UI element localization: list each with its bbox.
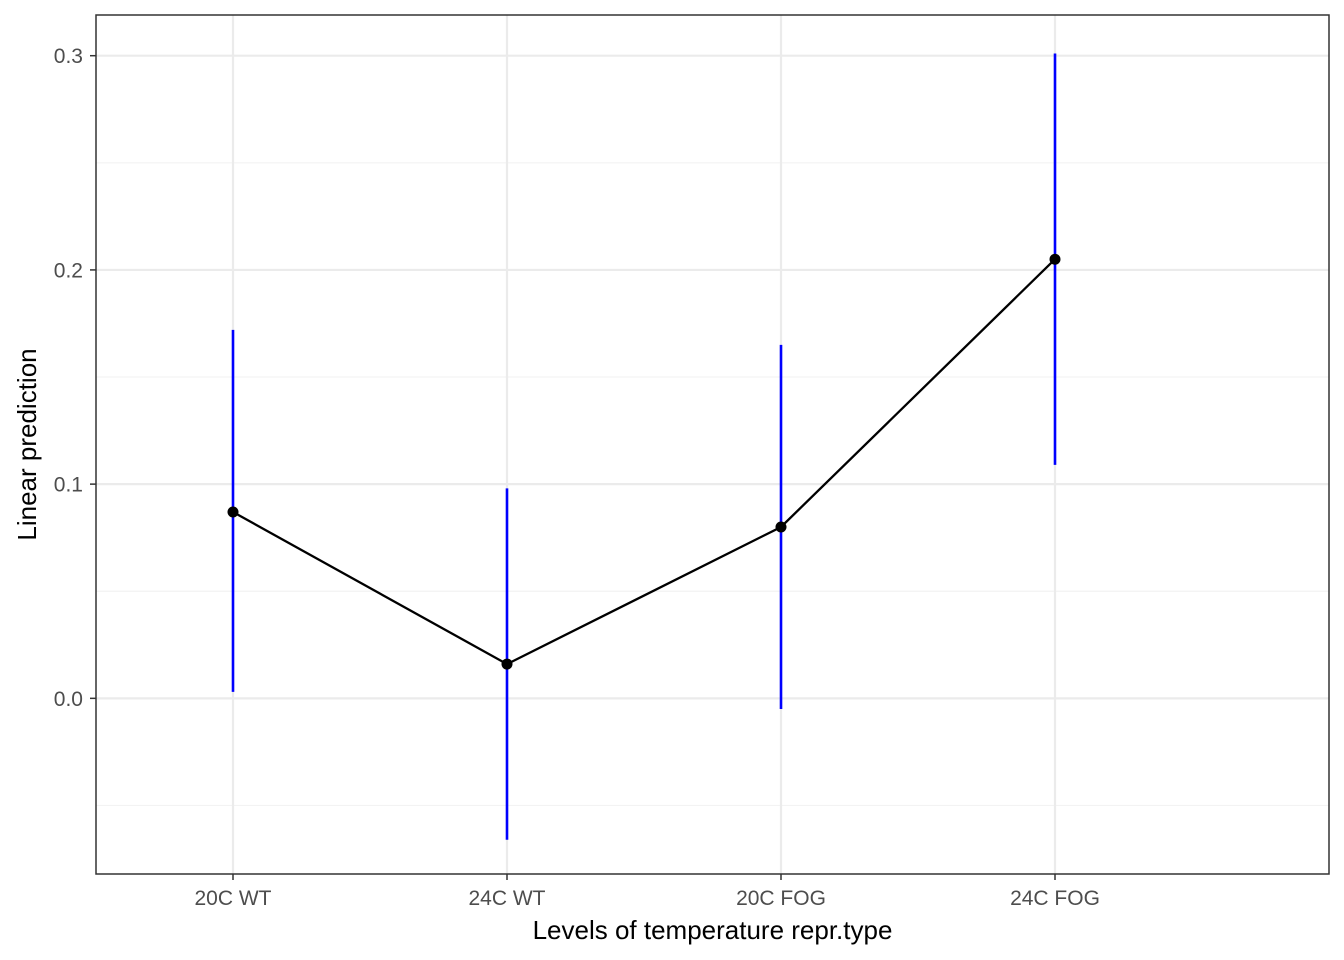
y-tick-label: 0.1 xyxy=(54,474,83,497)
data-point xyxy=(227,506,239,518)
points xyxy=(227,253,1061,670)
data-point xyxy=(775,521,787,533)
x-tick-label: 24C WT xyxy=(468,887,545,910)
x-axis-title: Levels of temperature repr.type xyxy=(533,915,893,945)
x-tick-label: 20C WT xyxy=(194,887,271,910)
panel-border xyxy=(95,14,1330,875)
x-tick-label: 20C FOG xyxy=(736,887,826,910)
grid-minor xyxy=(96,162,1329,807)
data-point xyxy=(501,658,513,670)
x-tick-label: 24C FOG xyxy=(1010,887,1100,910)
y-tick-label: 0.0 xyxy=(54,688,83,711)
y-tick-label: 0.2 xyxy=(54,259,83,282)
y-tick-label: 0.3 xyxy=(54,45,83,68)
series-lines xyxy=(232,258,1056,666)
y-axis-title: Linear prediction xyxy=(12,348,42,540)
y-axis: 0.0 0.1 0.2 0.3 xyxy=(54,45,96,711)
series-line xyxy=(232,258,1056,666)
data-point xyxy=(1049,253,1061,265)
x-axis: 20C WT 24C WT 20C FOG 24C FOG xyxy=(194,874,1100,910)
